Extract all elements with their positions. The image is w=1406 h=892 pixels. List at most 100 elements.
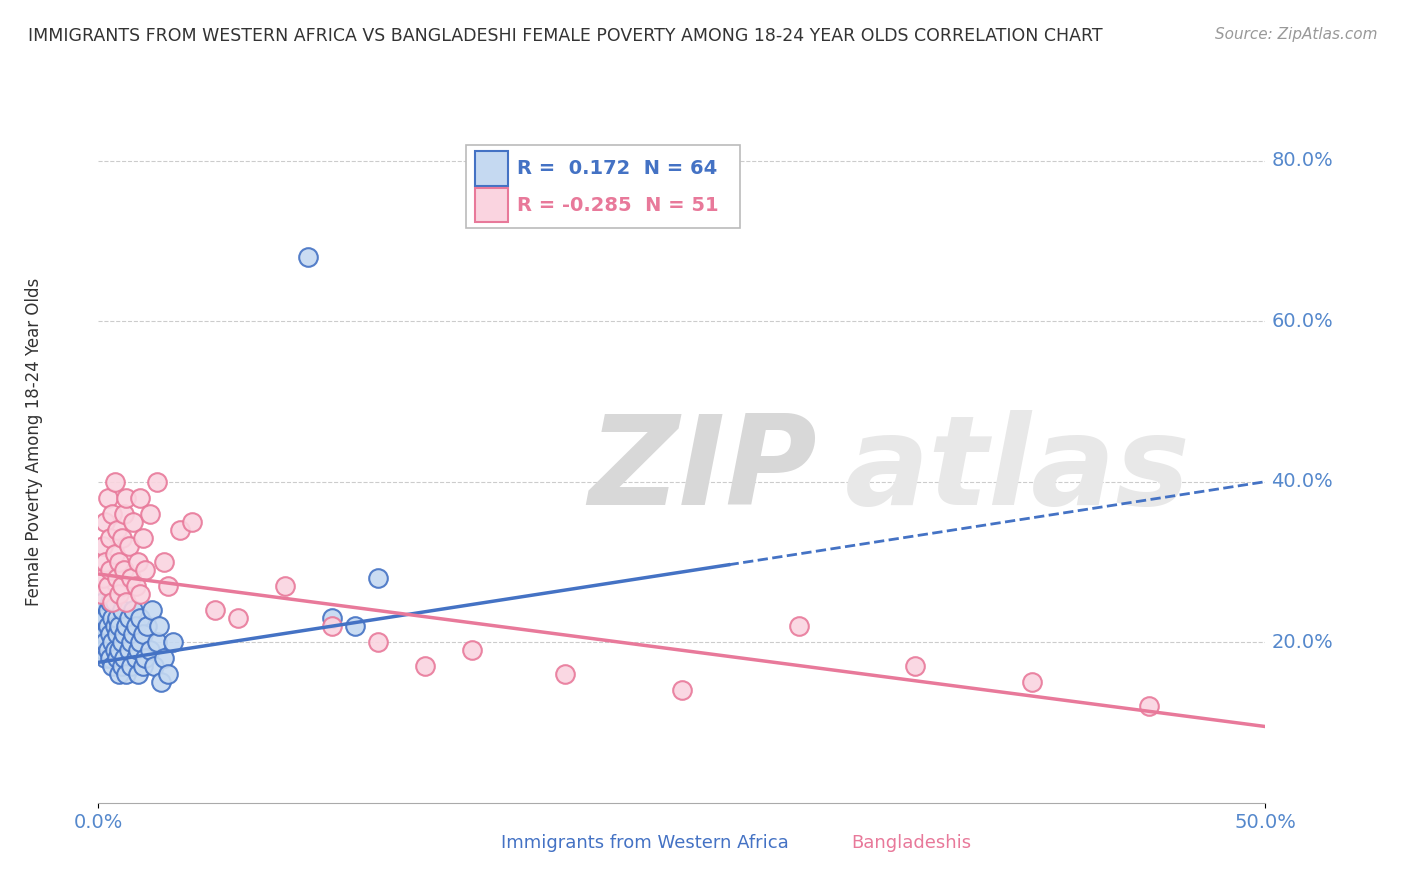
Point — [97, 491, 120, 505]
Point — [98, 651, 121, 665]
Point — [98, 531, 121, 545]
Point — [148, 619, 170, 633]
Point — [146, 635, 169, 649]
Point — [98, 595, 121, 609]
Point — [104, 619, 127, 633]
Point — [112, 651, 135, 665]
Point — [94, 627, 117, 641]
Point — [115, 595, 138, 609]
FancyBboxPatch shape — [475, 188, 508, 222]
Point — [101, 507, 124, 521]
Text: Immigrants from Western Africa: Immigrants from Western Africa — [501, 833, 789, 852]
Point — [129, 587, 152, 601]
Point — [104, 475, 127, 489]
Point — [204, 603, 226, 617]
Text: atlas: atlas — [845, 410, 1191, 531]
Text: IMMIGRANTS FROM WESTERN AFRICA VS BANGLADESHI FEMALE POVERTY AMONG 18-24 YEAR OL: IMMIGRANTS FROM WESTERN AFRICA VS BANGLA… — [28, 27, 1102, 45]
Point — [150, 675, 173, 690]
Point — [344, 619, 367, 633]
Text: Bangladeshis: Bangladeshis — [851, 833, 972, 852]
Point — [115, 491, 138, 505]
Text: Female Poverty Among 18-24 Year Olds: Female Poverty Among 18-24 Year Olds — [25, 277, 44, 606]
Point — [162, 635, 184, 649]
Point — [122, 627, 145, 641]
Point — [111, 603, 134, 617]
Point — [228, 611, 250, 625]
Point — [101, 635, 124, 649]
Point — [91, 571, 114, 585]
Point — [122, 603, 145, 617]
Point — [132, 531, 155, 545]
Point — [111, 659, 134, 673]
Point — [125, 651, 148, 665]
Point — [94, 611, 117, 625]
Text: Source: ZipAtlas.com: Source: ZipAtlas.com — [1215, 27, 1378, 42]
Point — [157, 579, 180, 593]
Point — [146, 475, 169, 489]
Point — [120, 571, 142, 585]
Point — [105, 611, 128, 625]
Point — [904, 659, 927, 673]
Text: ZIP: ZIP — [589, 410, 817, 531]
Point — [125, 619, 148, 633]
Point — [134, 651, 156, 665]
Point — [118, 539, 141, 553]
Text: 40.0%: 40.0% — [1271, 472, 1333, 491]
Point — [321, 611, 343, 625]
Point — [129, 491, 152, 505]
Point — [105, 523, 128, 537]
Point — [152, 651, 174, 665]
Point — [98, 627, 121, 641]
Point — [104, 547, 127, 561]
Point — [94, 555, 117, 569]
Point — [101, 595, 124, 609]
Point — [91, 595, 114, 609]
Point — [115, 667, 138, 681]
Point — [98, 563, 121, 577]
Point — [132, 659, 155, 673]
Point — [413, 659, 436, 673]
FancyBboxPatch shape — [815, 828, 839, 857]
Text: 20.0%: 20.0% — [1271, 632, 1333, 652]
Point — [787, 619, 810, 633]
Point — [461, 643, 484, 657]
Point — [367, 635, 389, 649]
Point — [115, 619, 138, 633]
Point — [97, 643, 120, 657]
Point — [108, 619, 131, 633]
Point — [127, 667, 149, 681]
Point — [104, 643, 127, 657]
Point — [94, 515, 117, 529]
Point — [367, 571, 389, 585]
Point — [122, 515, 145, 529]
Point — [141, 603, 163, 617]
Point — [94, 635, 117, 649]
Point — [118, 611, 141, 625]
Point — [321, 619, 343, 633]
Point — [108, 587, 131, 601]
Point — [118, 643, 141, 657]
Point — [127, 643, 149, 657]
Point — [91, 643, 114, 657]
Point — [97, 619, 120, 633]
Point — [91, 539, 114, 553]
Point — [169, 523, 191, 537]
Point — [129, 635, 152, 649]
Point — [1137, 699, 1160, 714]
Point — [108, 667, 131, 681]
Point — [152, 555, 174, 569]
Point — [139, 643, 162, 657]
Point — [97, 579, 120, 593]
Point — [125, 579, 148, 593]
Text: 80.0%: 80.0% — [1271, 151, 1333, 170]
Point — [97, 603, 120, 617]
FancyBboxPatch shape — [475, 152, 508, 186]
Point — [108, 643, 131, 657]
Point — [274, 579, 297, 593]
Point — [105, 651, 128, 665]
Point — [134, 563, 156, 577]
Point — [112, 563, 135, 577]
Point — [104, 595, 127, 609]
Point — [120, 659, 142, 673]
Point — [112, 627, 135, 641]
